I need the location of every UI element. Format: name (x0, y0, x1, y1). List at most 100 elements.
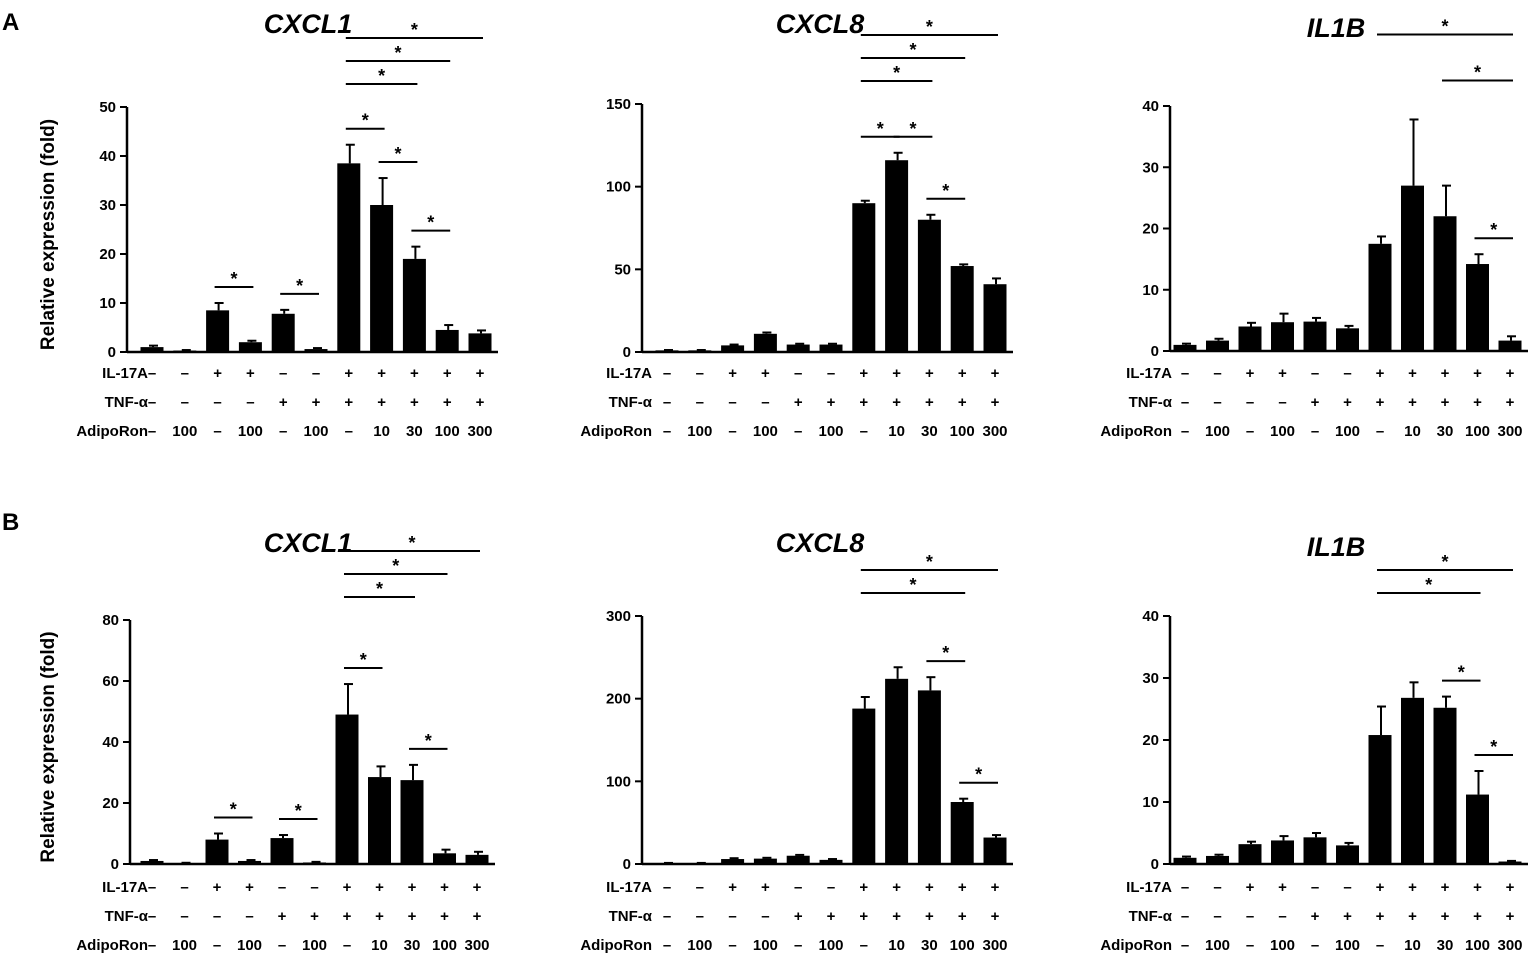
condition-value: 100 (1335, 423, 1360, 440)
condition-value: – (1278, 908, 1286, 925)
y-tick-label: 80 (102, 612, 119, 629)
condition-row-label: AdipoRon (580, 423, 652, 440)
condition-value: + (1441, 394, 1450, 411)
condition-row-label: IL-17A (1126, 365, 1172, 382)
bar (468, 333, 492, 352)
bar (721, 345, 745, 352)
significance-star: * (926, 552, 933, 572)
condition-value: + (761, 879, 770, 896)
condition-value: + (1278, 879, 1287, 896)
condition-value: – (1246, 423, 1254, 440)
condition-value: + (1278, 365, 1287, 382)
condition-value: + (1376, 365, 1385, 382)
condition-value: – (696, 365, 704, 382)
y-tick-label: 20 (1142, 221, 1159, 238)
condition-value: – (1246, 937, 1254, 954)
condition-row-label: AdipoRon (76, 423, 148, 440)
significance-star: * (942, 643, 949, 663)
condition-row-label: TNF-α (609, 908, 653, 925)
condition-value: – (827, 365, 835, 382)
condition-value: – (794, 879, 802, 896)
condition-value: – (279, 423, 287, 440)
condition-value: + (245, 879, 254, 896)
condition-value: + (344, 365, 353, 382)
condition-value: 100 (1335, 937, 1360, 954)
condition-value: + (246, 365, 255, 382)
y-tick-label: 10 (1142, 282, 1159, 299)
condition-value: – (794, 937, 802, 954)
condition-value: + (794, 908, 803, 925)
bar (688, 350, 712, 352)
significance-star: * (1441, 16, 1448, 36)
condition-value: + (377, 394, 386, 411)
condition-value: + (440, 908, 449, 925)
condition-value: 10 (888, 423, 905, 440)
condition-value: + (958, 365, 967, 382)
significance-star: * (360, 650, 367, 670)
condition-value: + (728, 879, 737, 896)
condition-value: – (1213, 908, 1221, 925)
significance-star: * (394, 43, 401, 63)
condition-value: 30 (406, 423, 423, 440)
bar (819, 859, 843, 864)
condition-value: + (410, 394, 419, 411)
significance-star: * (942, 181, 949, 201)
condition-value: – (1181, 394, 1189, 411)
condition-row-label: TNF-α (1129, 908, 1173, 925)
condition-value: 10 (888, 937, 905, 954)
bar (950, 802, 974, 864)
y-tick-label: 200 (606, 691, 631, 708)
panel-letter-b: B (2, 509, 19, 536)
bar (983, 837, 1007, 864)
condition-value: + (1441, 365, 1450, 382)
significance-star: * (427, 213, 434, 233)
bar (852, 203, 876, 352)
condition-row-label: IL-17A (102, 879, 148, 896)
condition-value: + (1506, 394, 1515, 411)
condition-value: + (1311, 908, 1320, 925)
y-tick-label: 20 (102, 795, 119, 812)
bar (1271, 322, 1294, 351)
condition-value: + (375, 908, 384, 925)
condition-value: 10 (1404, 423, 1421, 440)
condition-value: 100 (238, 423, 263, 440)
condition-value: + (1408, 365, 1417, 382)
condition-value: – (180, 908, 188, 925)
bar (819, 344, 843, 352)
bar (370, 205, 394, 352)
y-tick-label: 40 (102, 734, 119, 751)
significance-star: * (296, 276, 303, 296)
condition-row-label: AdipoRon (580, 937, 652, 954)
bar (917, 690, 941, 864)
condition-value: + (1343, 908, 1352, 925)
condition-value: 30 (921, 937, 938, 954)
bar (1206, 340, 1229, 351)
condition-value: + (794, 394, 803, 411)
condition-value: + (925, 394, 934, 411)
significance-star: * (295, 801, 302, 821)
condition-value: – (1213, 365, 1221, 382)
condition-value: – (663, 423, 671, 440)
condition-value: + (408, 908, 417, 925)
condition-value: + (892, 879, 901, 896)
condition-value: + (343, 879, 352, 896)
y-axis-label: Relative expression (fold) (38, 119, 59, 350)
significance-star: * (1458, 663, 1465, 683)
condition-value: 100 (950, 423, 975, 440)
condition-value: – (148, 879, 156, 896)
condition-value: + (925, 879, 934, 896)
condition-value: 300 (464, 937, 489, 954)
condition-value: – (312, 365, 320, 382)
condition-value: – (728, 937, 736, 954)
y-tick-label: 40 (1142, 98, 1159, 115)
y-tick-label: 100 (606, 179, 631, 196)
significance-star: * (909, 40, 916, 60)
condition-value: – (1181, 908, 1189, 925)
condition-value: 30 (921, 423, 938, 440)
bar (1498, 340, 1522, 351)
condition-value: + (892, 908, 901, 925)
condition-value: + (1473, 879, 1482, 896)
bar (852, 708, 876, 864)
bar (1173, 344, 1197, 351)
